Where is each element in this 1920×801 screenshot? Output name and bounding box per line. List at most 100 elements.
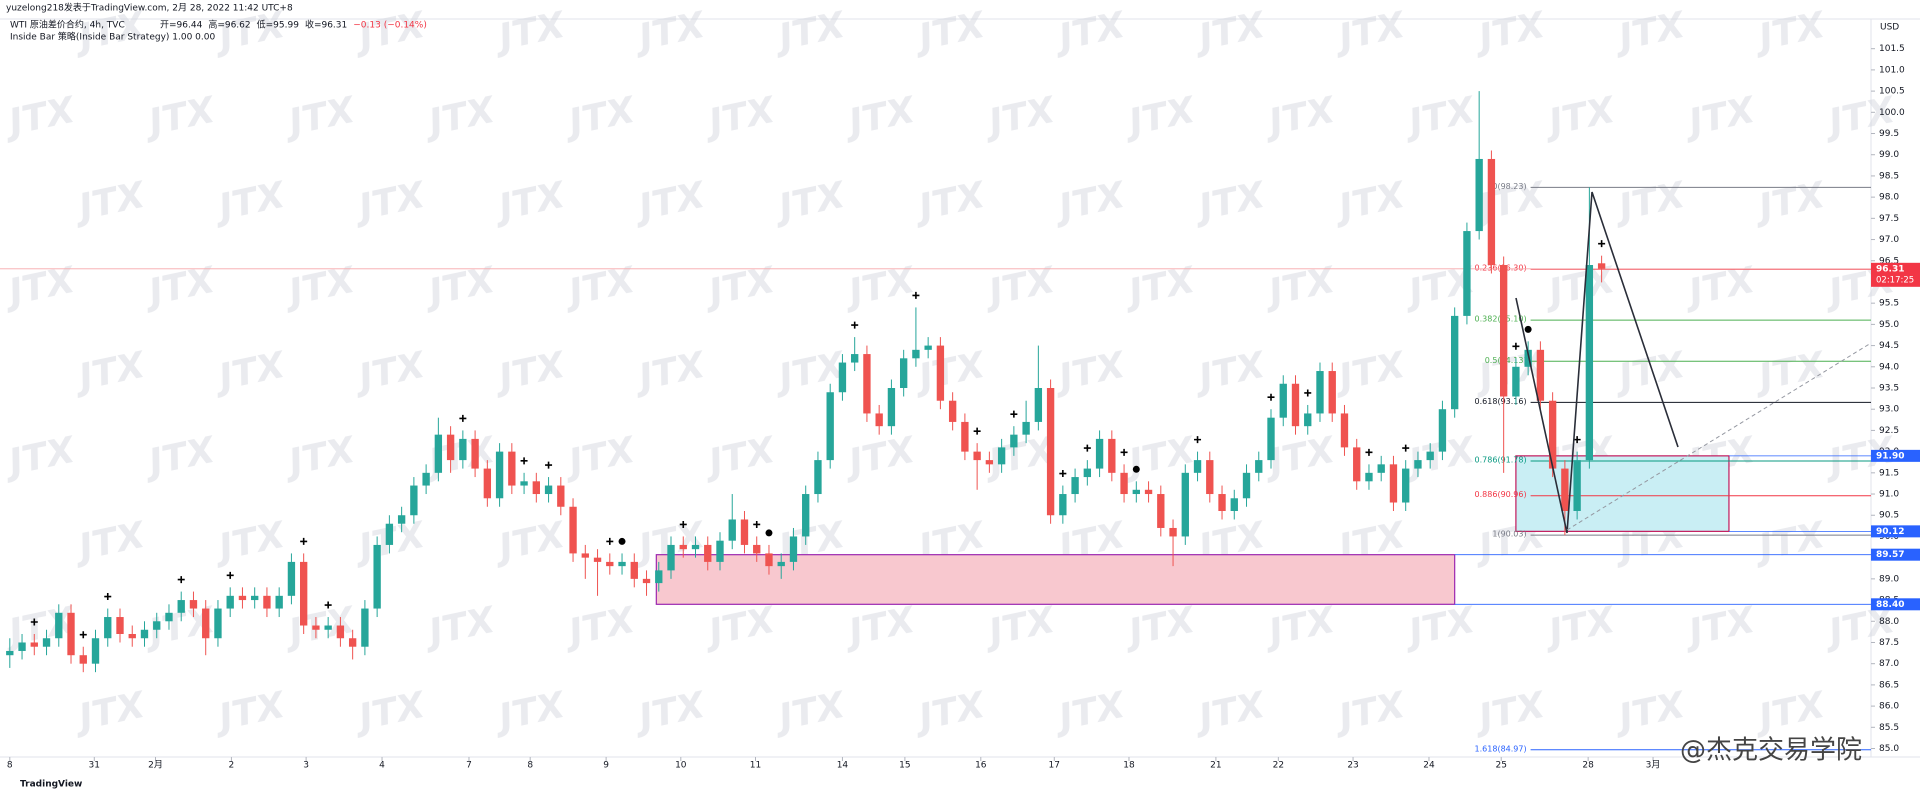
candle-body xyxy=(1059,494,1067,516)
signal-plus xyxy=(1402,444,1410,452)
x-tick-label: 28 xyxy=(1582,761,1594,771)
candle-body xyxy=(765,553,773,567)
y-tick-label: 94.0 xyxy=(1879,362,1899,372)
candle-body xyxy=(948,400,957,422)
candle-body xyxy=(1169,527,1177,537)
candle-body xyxy=(1157,494,1165,528)
candle-body xyxy=(728,519,736,541)
candle-body xyxy=(985,460,994,465)
signal-plus xyxy=(912,291,920,299)
candle-body xyxy=(471,438,479,469)
candle-body xyxy=(1046,388,1055,516)
x-tick-label: 4 xyxy=(379,761,385,771)
signal-plus xyxy=(679,520,687,528)
fib-label: 1(90.03) xyxy=(1492,530,1526,539)
x-tick-label: 24 xyxy=(1423,761,1435,771)
signal-dot xyxy=(1132,465,1140,473)
y-tick-label: 96.5 xyxy=(1879,256,1899,266)
candle-body xyxy=(1120,472,1128,495)
x-tick-label: 16 xyxy=(975,761,987,771)
candle-body xyxy=(1463,231,1471,316)
candle-body xyxy=(79,655,87,664)
candle-body xyxy=(789,536,798,562)
fib-label: 0.618(93.16) xyxy=(1475,397,1527,406)
y-tick-label: 88.0 xyxy=(1879,617,1899,627)
y-tick-label: 93.0 xyxy=(1879,405,1899,415)
candle-body xyxy=(973,451,981,461)
candle-body xyxy=(544,485,553,495)
candle-body xyxy=(1389,464,1398,503)
price-tag xyxy=(1871,598,1920,611)
candle-body xyxy=(1402,468,1410,503)
x-tick-label: 2 xyxy=(229,761,235,771)
candle-body xyxy=(324,625,332,630)
candle-body xyxy=(397,515,406,524)
candle-body xyxy=(373,544,381,609)
candle-body xyxy=(704,544,712,562)
candle-body xyxy=(826,392,834,461)
candle-body xyxy=(863,354,871,414)
x-tick-label: 8 xyxy=(7,761,13,771)
price-tag-label: 89.57 xyxy=(1876,550,1904,560)
candle-body xyxy=(1438,409,1447,452)
candle-body xyxy=(1218,494,1226,511)
candle-body xyxy=(202,608,210,639)
candle-body xyxy=(1536,349,1545,401)
candle-body xyxy=(30,642,38,647)
signal-plus xyxy=(753,520,761,528)
candle-body xyxy=(557,485,565,507)
candle-body xyxy=(936,345,945,401)
y-tick-label: 87.0 xyxy=(1879,659,1899,669)
candle-body xyxy=(1426,451,1434,461)
candle-body xyxy=(997,447,1006,465)
candle-body xyxy=(777,561,785,567)
candle-body xyxy=(1377,464,1385,473)
candle-body xyxy=(263,595,271,609)
candle-body xyxy=(1475,158,1483,232)
candle-body xyxy=(716,540,724,562)
candle-body xyxy=(838,362,847,393)
candle-body xyxy=(740,519,749,545)
candle-body xyxy=(1597,263,1606,269)
x-tick-label: 2月 xyxy=(148,760,163,771)
candle-body xyxy=(214,608,222,639)
fib-label: 0(98.23) xyxy=(1492,182,1526,191)
signal-plus xyxy=(520,457,528,465)
price-tag xyxy=(1871,548,1920,561)
candle-body xyxy=(1340,413,1349,448)
signal-plus xyxy=(1512,342,1520,350)
candle-body xyxy=(520,481,528,486)
price-tag-label: 96.31 xyxy=(1876,264,1904,274)
candle-body xyxy=(42,638,51,647)
candle-body xyxy=(1487,158,1496,265)
signal-plus xyxy=(1120,448,1128,456)
candle-body xyxy=(581,553,589,558)
candle-body xyxy=(238,595,247,601)
candle-body xyxy=(912,349,920,359)
signal-dot xyxy=(1524,325,1532,333)
fib-label: 1.618(84.97) xyxy=(1475,744,1527,753)
zone xyxy=(1515,455,1730,532)
candle-body xyxy=(140,629,149,639)
candle-body xyxy=(116,617,124,634)
plot: 0(98.23)0.236(96.30)0.382(95.10)0.5(94.1… xyxy=(0,91,1872,753)
signal-plus xyxy=(226,571,234,579)
candle-body xyxy=(851,354,859,363)
signal-plus xyxy=(104,593,112,601)
signal-dot xyxy=(765,529,773,537)
candle-body xyxy=(1499,265,1508,397)
candle-body xyxy=(55,612,63,639)
candle-body xyxy=(251,595,259,601)
y-tick-label: 90.5 xyxy=(1879,511,1899,521)
candle-body xyxy=(1144,489,1153,495)
candle-body xyxy=(1022,421,1030,435)
countdown: 02:17:25 xyxy=(1876,275,1914,285)
candle-body xyxy=(361,608,369,647)
fib-label: 0.886(90.96) xyxy=(1475,490,1527,499)
candle-body xyxy=(446,434,455,461)
quote: 收=96.31 xyxy=(305,19,347,31)
candle-body xyxy=(165,612,173,622)
price-tag-label: 90.12 xyxy=(1876,527,1904,537)
